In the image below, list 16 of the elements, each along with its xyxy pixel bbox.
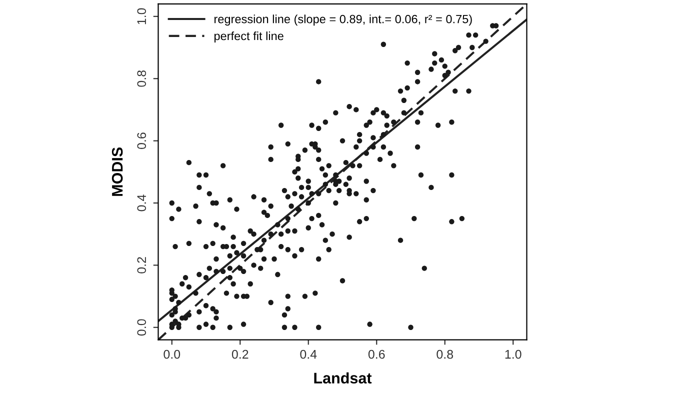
y-axis-title: MODIS: [112, 147, 123, 196]
x-tick-label: 0.4: [300, 350, 317, 359]
x-tick-label: 0.8: [436, 350, 454, 359]
y-tick-label: 1.0: [137, 8, 146, 24]
legend-label: perfect fit line: [214, 32, 284, 43]
y-tick-label: 0.0: [137, 319, 146, 336]
x-tick-label: 0.0: [164, 350, 180, 359]
x-axis-title: Landsat: [314, 372, 372, 384]
y-tick-label: 0.2: [137, 257, 146, 274]
legend-label: regression line (slope = 0.89, int.= 0.06, r² = 0.75): [214, 14, 472, 26]
y-tick-label: 0.4: [137, 194, 146, 212]
y-tick-label: 0.6: [137, 132, 146, 149]
y-tick-label: 0.8: [137, 70, 146, 87]
x-tick-label: 1.0: [505, 350, 522, 359]
x-tick-label: 0.6: [368, 350, 385, 359]
x-tick-label: 0.2: [232, 350, 248, 359]
